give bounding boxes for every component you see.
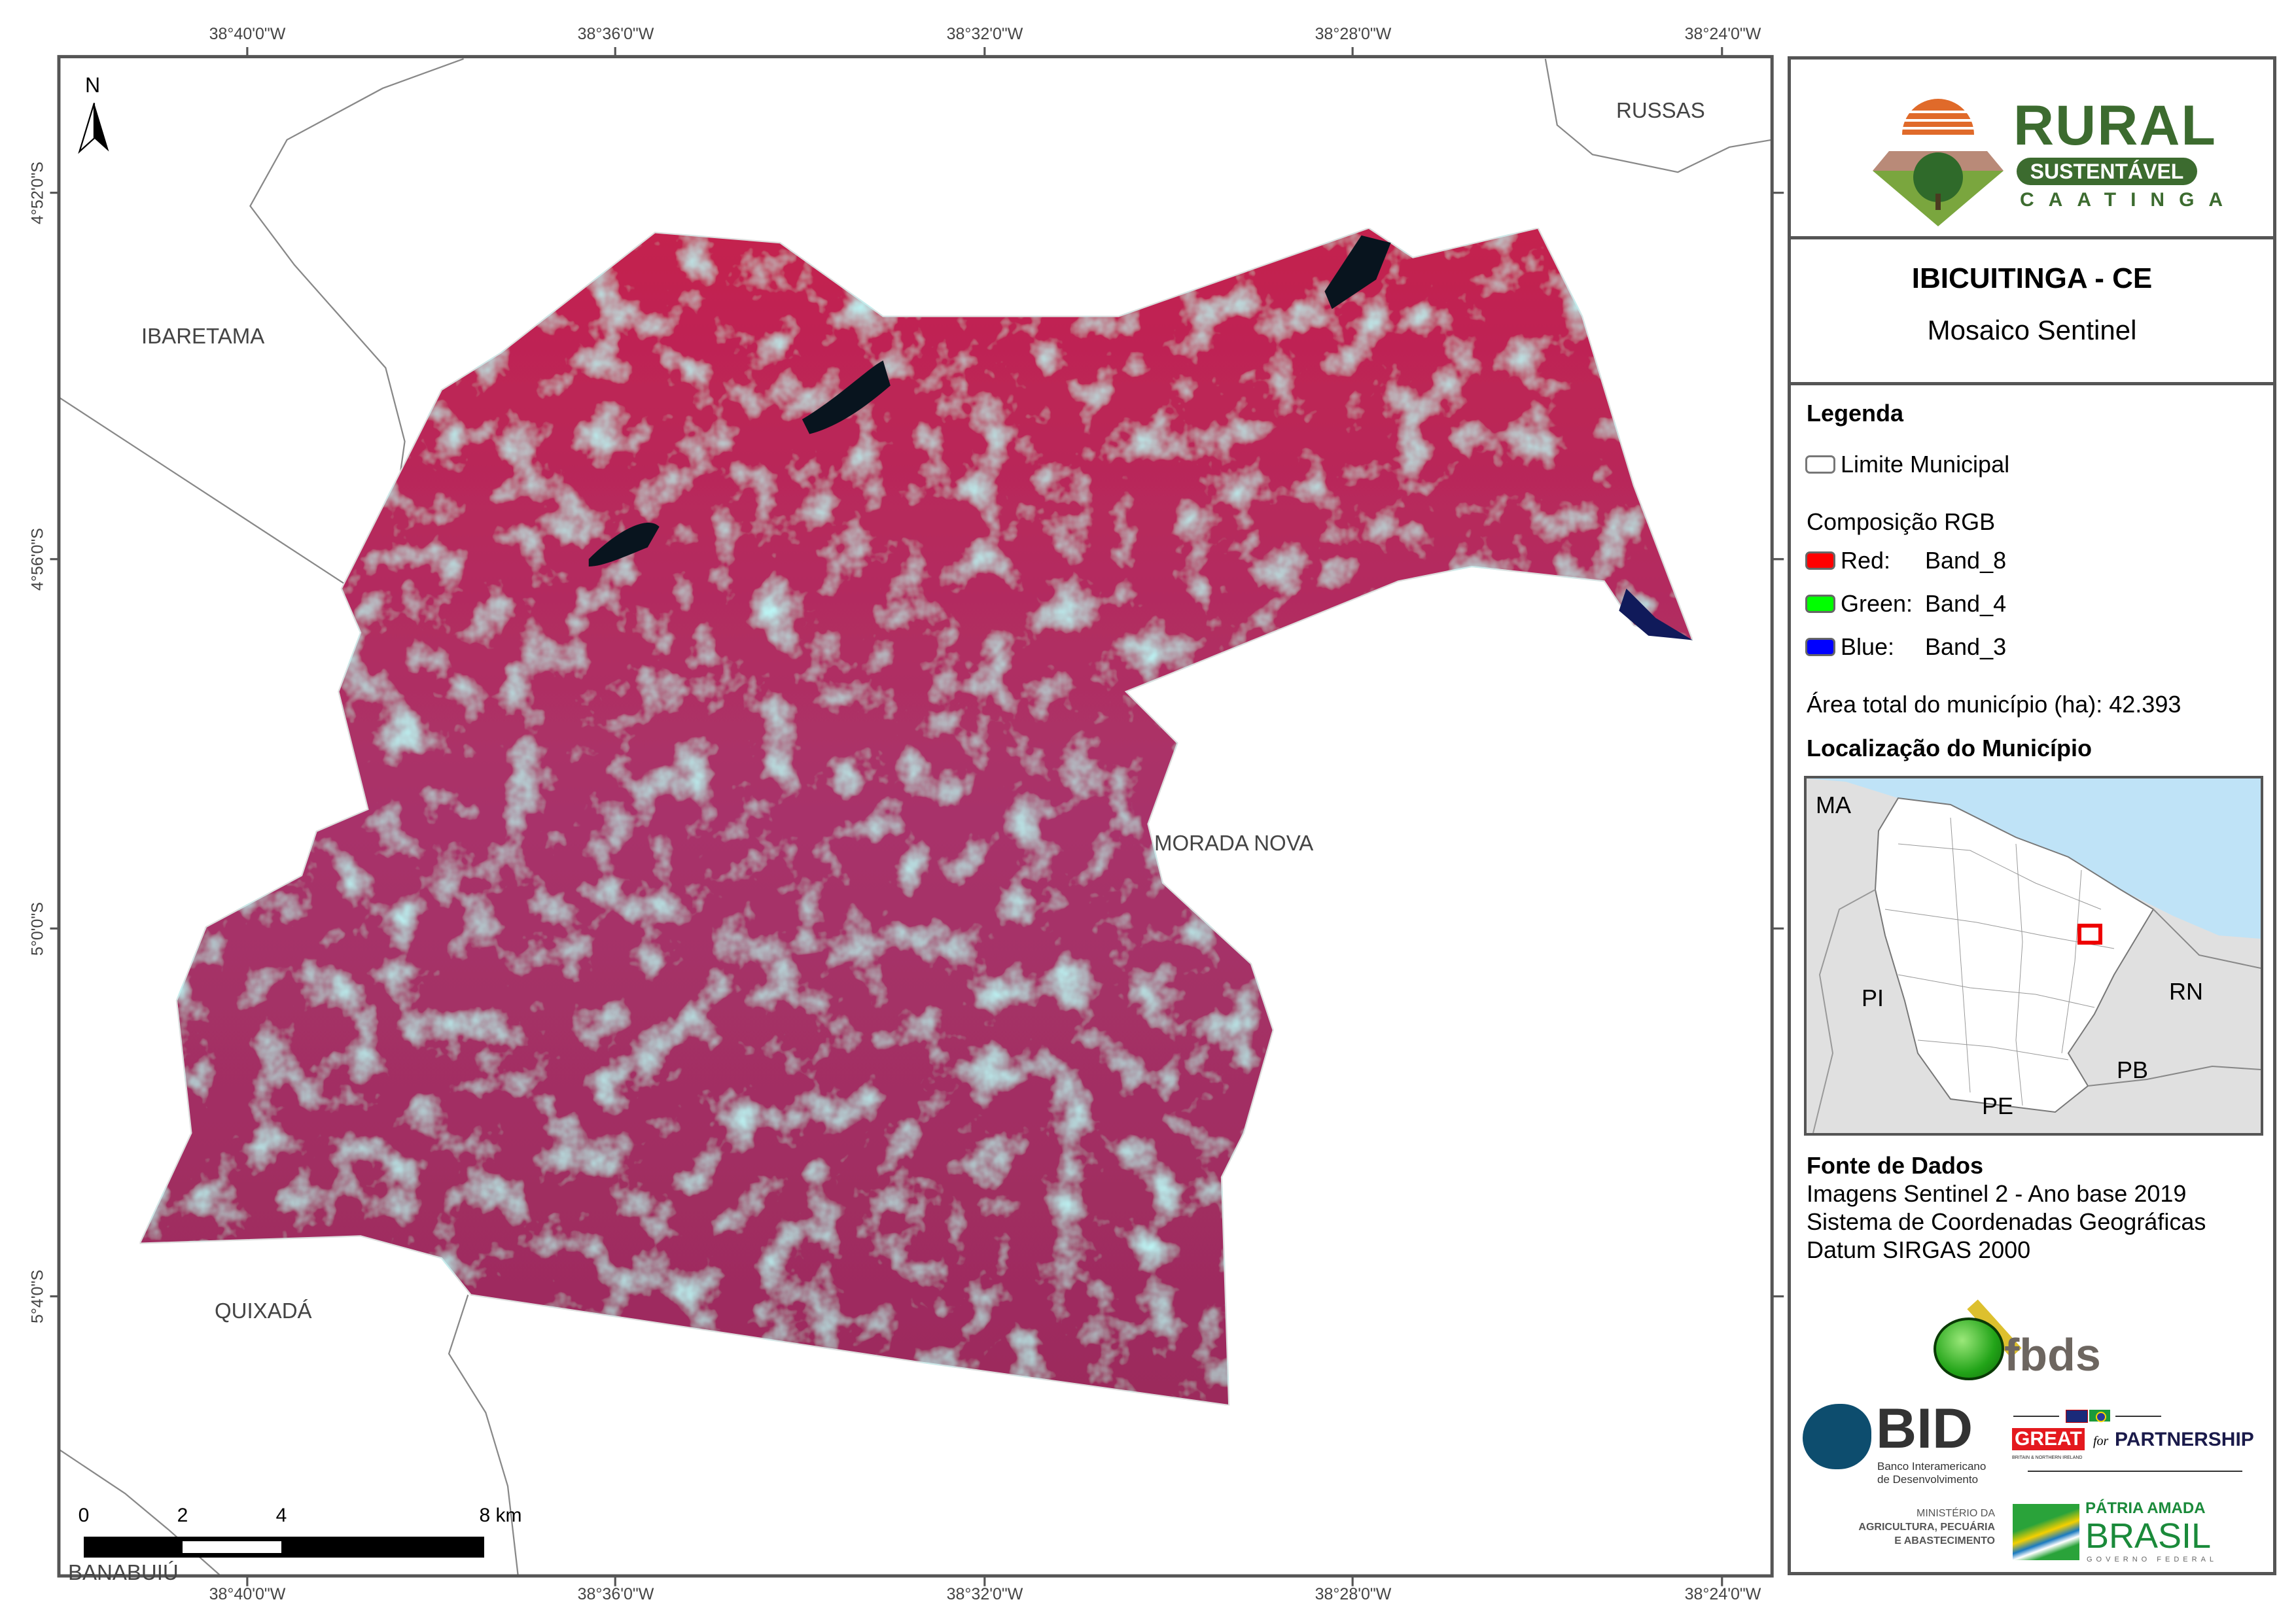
source-line: Datum SIRGAS 2000: [1807, 1236, 2031, 1263]
boundary-line: [58, 396, 348, 587]
scale-label: 2: [177, 1505, 188, 1526]
green-swatch: [1805, 595, 1835, 613]
divider: [1791, 382, 2273, 385]
state-label: PE: [1982, 1092, 2014, 1119]
legend-item-label: Limite Municipal: [1841, 451, 2010, 478]
band-channel: Blue:: [1841, 633, 1895, 660]
place-label: BANABUIÚ: [68, 1560, 179, 1584]
reservoir: [802, 360, 891, 434]
tick-label: 5°0'0"S: [28, 901, 47, 956]
tick-label: 38°40'0"W: [209, 1585, 286, 1603]
red-swatch: [1805, 551, 1835, 570]
tick-label: 38°32'0"W: [946, 1585, 1023, 1603]
municipality-polygon: [138, 227, 1694, 1406]
location-heading: Localização do Município: [1807, 735, 2093, 761]
map-frame: [57, 55, 1774, 1578]
scale-label: 0: [78, 1505, 90, 1526]
reservoir: [1619, 588, 1693, 640]
place-label: MORADA NOVA: [1154, 831, 1314, 855]
place-label: RUSSAS: [1616, 98, 1705, 122]
band-name: Band_3: [1925, 633, 2007, 660]
tick-label: 5°4'0"S: [28, 1269, 47, 1324]
state-label: PB: [2117, 1056, 2149, 1083]
place-label: QUIXADÁ: [215, 1299, 312, 1323]
scale-label: 8 km: [479, 1505, 522, 1526]
source-line: Imagens Sentinel 2 - Ano base 2019: [1807, 1180, 2187, 1207]
source-heading: Fonte de Dados: [1807, 1152, 1984, 1179]
state-label: PI: [1862, 985, 1884, 1011]
tick-label: 38°36'0"W: [577, 1585, 654, 1603]
reservoir: [1324, 235, 1391, 309]
band-name: Band_4: [1925, 590, 2007, 617]
tick-label: 4°56'0"S: [28, 528, 47, 591]
tick-label: 38°28'0"W: [1315, 1585, 1392, 1603]
rgb-heading: Composição RGB: [1807, 508, 1996, 535]
band-channel: Red:: [1841, 547, 1891, 574]
tick-label: 38°32'0"W: [946, 25, 1023, 43]
divider: [1791, 236, 2273, 239]
state-label: MA: [1816, 792, 1851, 818]
scale-label: 4: [275, 1505, 287, 1526]
source-line: Sistema de Coordenadas Geográficas: [1807, 1208, 2206, 1235]
boundary-swatch: [1805, 455, 1835, 474]
area-label: Área total do município (ha): 42.393: [1807, 691, 2181, 718]
tick-label: 38°40'0"W: [209, 25, 286, 43]
legend-panel: RURAL SUSTENTÁVEL CAATINGA IBICUITINGA -…: [1788, 56, 2276, 1575]
tick-label: 38°36'0"W: [577, 25, 654, 43]
band-name: Band_8: [1925, 547, 2007, 574]
map-title: IBICUITINGA - CE: [1911, 262, 2153, 294]
scale-bar: [84, 1537, 484, 1558]
place-label: IBARETAMA: [141, 324, 265, 348]
tick-label: 38°28'0"W: [1315, 25, 1392, 43]
municipality-locator: [2077, 924, 2102, 945]
tick-label: 38°24'0"W: [1684, 1585, 1761, 1603]
north-label: N: [85, 73, 101, 97]
area-value: 42.393: [2109, 691, 2181, 718]
map-subtitle: Mosaico Sentinel: [1927, 315, 2137, 345]
reservoir: [588, 523, 660, 567]
tick-label: 38°24'0"W: [1684, 25, 1761, 43]
band-channel: Green:: [1841, 590, 1913, 617]
state-label: RN: [2169, 978, 2203, 1005]
tick-label: 4°52'0"S: [28, 162, 47, 224]
legend-heading: Legenda: [1807, 400, 1904, 427]
location-inset-map: MA PI RN PB PE: [1804, 776, 2263, 1136]
blue-swatch: [1805, 638, 1835, 656]
north-arrow-icon: [78, 103, 96, 154]
boundary-line: [1544, 58, 1773, 173]
boundary-line: [448, 1295, 519, 1577]
